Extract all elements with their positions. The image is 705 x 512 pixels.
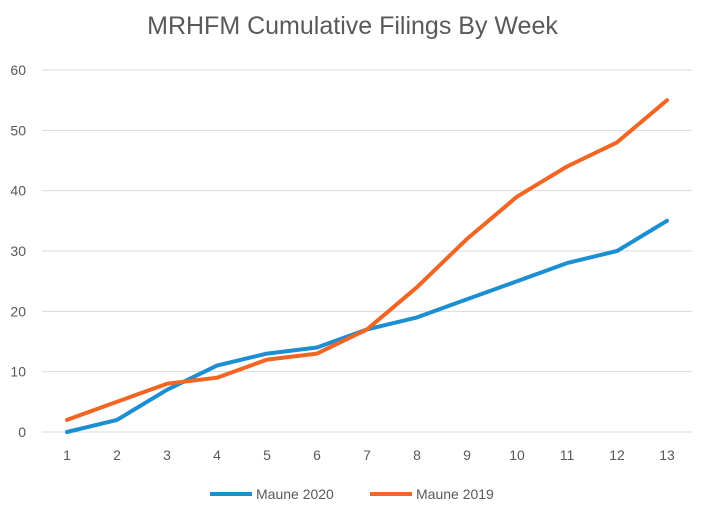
- x-tick-label: 11: [560, 447, 575, 463]
- x-tick-label: 13: [659, 447, 675, 463]
- y-tick-label: 50: [10, 122, 26, 138]
- y-tick-label: 30: [10, 243, 26, 259]
- x-tick-label: 6: [313, 447, 321, 463]
- x-tick-label: 8: [413, 447, 421, 463]
- series-line-1: [65, 218, 669, 434]
- series-line-2: [65, 98, 669, 422]
- x-tick-label: 5: [263, 447, 271, 463]
- x-tick-label: 2: [113, 447, 121, 463]
- x-tick-label: 1: [63, 447, 71, 463]
- y-tick-label: 10: [10, 364, 26, 380]
- x-tick-label: 7: [363, 447, 371, 463]
- x-tick-label: 4: [213, 447, 221, 463]
- chart-title: MRHFM Cumulative Filings By Week: [147, 12, 558, 40]
- y-tick-label: 0: [18, 424, 26, 440]
- x-tick-label: 9: [463, 447, 471, 463]
- legend-label-1: Maune 2020: [256, 486, 334, 502]
- legend-label-2: Maune 2019: [416, 486, 494, 502]
- y-tick-label: 60: [10, 62, 26, 78]
- x-tick-label: 3: [163, 447, 171, 463]
- y-tick-label: 40: [10, 183, 26, 199]
- x-tick-label: 10: [509, 447, 525, 463]
- y-tick-label: 20: [10, 303, 26, 319]
- x-tick-label: 12: [609, 447, 625, 463]
